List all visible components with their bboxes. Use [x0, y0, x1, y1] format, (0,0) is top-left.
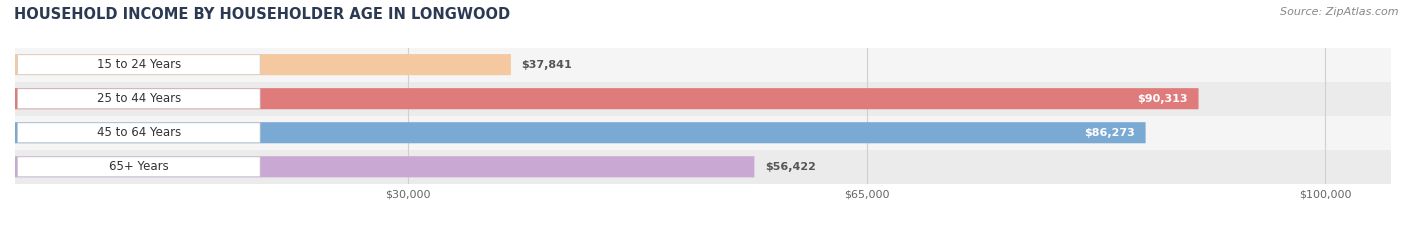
Bar: [15, 150, 1391, 184]
FancyBboxPatch shape: [18, 55, 260, 75]
Text: HOUSEHOLD INCOME BY HOUSEHOLDER AGE IN LONGWOOD: HOUSEHOLD INCOME BY HOUSEHOLDER AGE IN L…: [14, 7, 510, 22]
Text: 25 to 44 Years: 25 to 44 Years: [97, 92, 181, 105]
Text: Source: ZipAtlas.com: Source: ZipAtlas.com: [1281, 7, 1399, 17]
FancyBboxPatch shape: [18, 89, 260, 109]
Bar: [15, 82, 1391, 116]
FancyBboxPatch shape: [18, 157, 260, 177]
Text: 45 to 64 Years: 45 to 64 Years: [97, 126, 181, 139]
Text: $37,841: $37,841: [522, 60, 572, 70]
Bar: [15, 116, 1391, 150]
Text: 15 to 24 Years: 15 to 24 Years: [97, 58, 181, 71]
Text: 65+ Years: 65+ Years: [110, 160, 169, 173]
FancyBboxPatch shape: [18, 123, 260, 143]
Text: $90,313: $90,313: [1137, 94, 1188, 104]
Text: $86,273: $86,273: [1084, 128, 1135, 138]
FancyBboxPatch shape: [15, 156, 755, 177]
FancyBboxPatch shape: [15, 122, 1146, 143]
FancyBboxPatch shape: [15, 88, 1198, 109]
FancyBboxPatch shape: [15, 54, 510, 75]
Bar: [15, 48, 1391, 82]
Text: $56,422: $56,422: [765, 162, 815, 172]
